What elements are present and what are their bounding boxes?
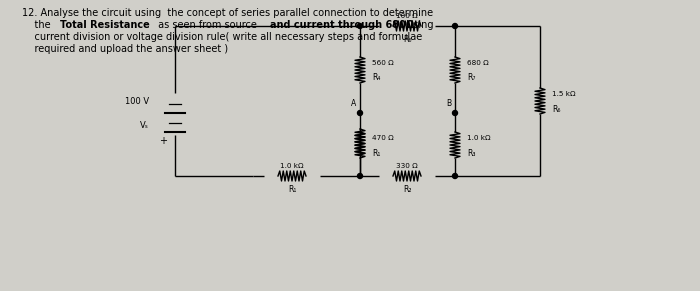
Text: R₁: R₁ <box>288 185 296 194</box>
Text: 1.5 kΩ: 1.5 kΩ <box>552 91 575 97</box>
Text: A: A <box>351 98 356 107</box>
Text: the: the <box>22 20 54 30</box>
Circle shape <box>358 111 363 116</box>
Text: 100 Ω: 100 Ω <box>396 13 418 19</box>
Circle shape <box>358 173 363 178</box>
Circle shape <box>452 111 458 116</box>
Text: B: B <box>447 98 452 107</box>
Text: Total Resistance: Total Resistance <box>60 20 150 30</box>
Text: 330 Ω: 330 Ω <box>396 163 418 169</box>
Text: 470 Ω: 470 Ω <box>372 135 393 141</box>
Circle shape <box>452 24 458 29</box>
Text: and current through 680Ω: and current through 680Ω <box>270 20 414 30</box>
Text: 100 V: 100 V <box>125 97 149 106</box>
Text: R₇: R₇ <box>467 74 475 83</box>
Text: 560 Ω: 560 Ω <box>372 60 393 66</box>
Text: Using: Using <box>403 20 433 30</box>
Circle shape <box>452 173 458 178</box>
Text: R₃: R₃ <box>467 148 475 157</box>
Circle shape <box>358 24 363 29</box>
Text: R₆: R₆ <box>552 104 561 113</box>
Text: required and upload the answer sheet ): required and upload the answer sheet ) <box>22 44 228 54</box>
Text: 1.0 kΩ: 1.0 kΩ <box>280 163 304 169</box>
Text: R₁: R₁ <box>372 148 380 157</box>
Text: R₂: R₂ <box>402 185 412 194</box>
Text: 680 Ω: 680 Ω <box>467 60 489 66</box>
Text: current division or voltage division rule( write all necessary steps and formula: current division or voltage division rul… <box>22 32 422 42</box>
Text: +: + <box>159 136 167 146</box>
Text: R₄: R₄ <box>372 74 380 83</box>
Text: as seen from source: as seen from source <box>155 20 260 30</box>
Text: 1.0 kΩ: 1.0 kΩ <box>467 135 491 141</box>
Text: 12. Analyse the circuit using  the concept of series parallel connection to dete: 12. Analyse the circuit using the concep… <box>22 8 433 18</box>
Text: R₆: R₆ <box>402 36 412 45</box>
Text: Vₛ: Vₛ <box>140 120 149 129</box>
